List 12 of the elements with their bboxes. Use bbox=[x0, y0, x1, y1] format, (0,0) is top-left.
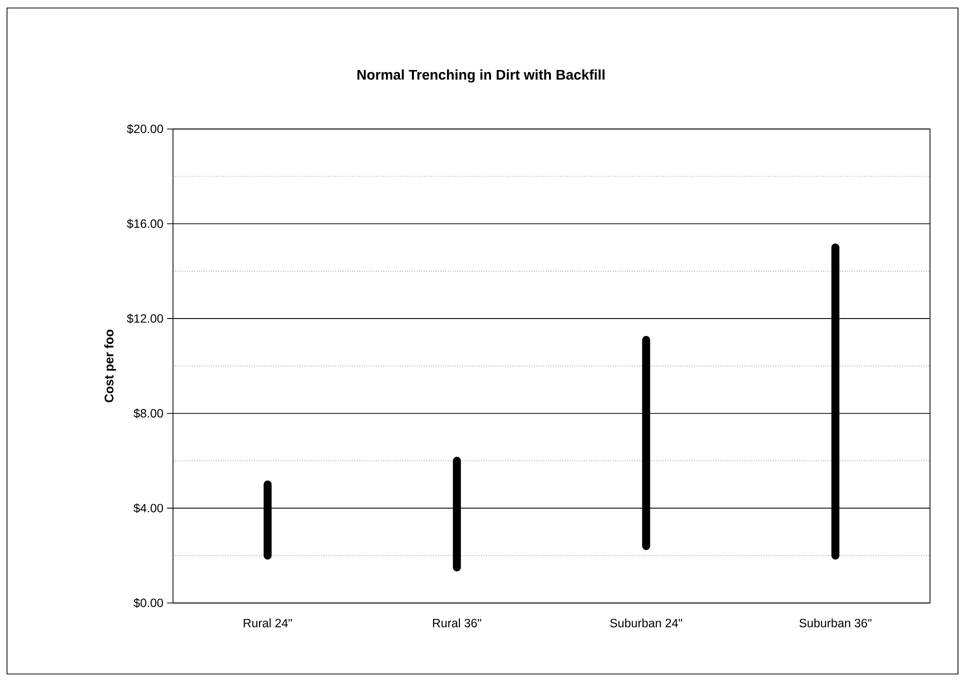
x-tick-label: Rural 36" bbox=[433, 618, 482, 628]
y-tick-label: $0.00 bbox=[134, 598, 164, 608]
y-tick-label: $8.00 bbox=[134, 408, 164, 418]
x-tick-label: Suburban 36" bbox=[799, 618, 872, 628]
y-tick-label: $4.00 bbox=[134, 503, 164, 514]
y-tick-label: $12.00 bbox=[126, 314, 164, 324]
chart-title: Normal Trenching in Dirt with Backfill bbox=[357, 69, 604, 83]
x-tick-label: Suburban 24" bbox=[610, 618, 682, 628]
y-tick-label: $20.00 bbox=[126, 124, 164, 134]
y-tick-label: $16.00 bbox=[126, 218, 164, 229]
y-axis-title: Cost per foo bbox=[104, 330, 116, 402]
x-tick-label: Rural 24" bbox=[244, 618, 292, 628]
